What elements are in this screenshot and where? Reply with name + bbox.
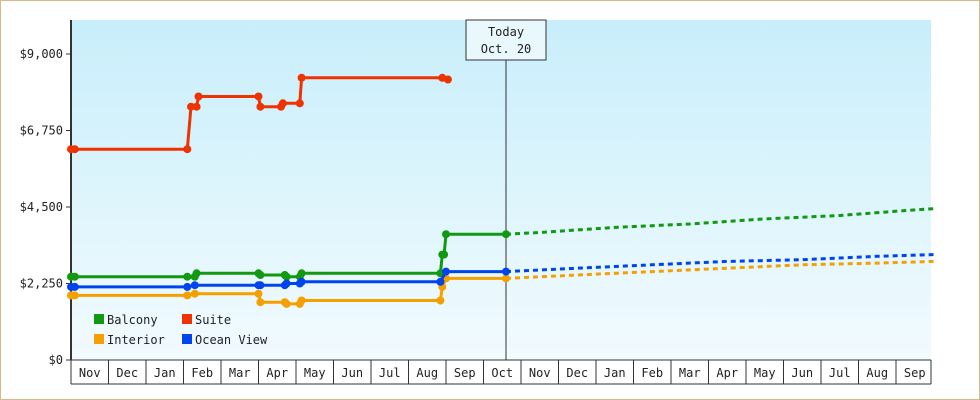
data-point: [256, 298, 265, 307]
data-point: [436, 296, 445, 305]
today-label-box: [465, 19, 547, 61]
series-forecast-line: [505, 253, 934, 274]
axes: [70, 20, 931, 385]
legend-swatch: [94, 334, 104, 344]
x-tick-label: Dec: [566, 366, 588, 380]
data-point: [254, 289, 263, 298]
data-point: [282, 299, 291, 308]
legend-label: Balcony: [107, 313, 158, 327]
x-tick-label: Mar: [229, 366, 251, 380]
data-point: [297, 296, 306, 305]
data-point: [295, 99, 304, 108]
x-tick-label: Nov: [79, 366, 101, 380]
x-tick-label: Nov: [529, 366, 551, 380]
x-tick-label: Jan: [604, 366, 626, 380]
legend-swatch: [182, 334, 192, 344]
data-point: [192, 269, 201, 278]
data-point: [502, 230, 510, 239]
data-point: [440, 250, 449, 259]
data-point: [183, 145, 192, 154]
x-tick-label: Jan: [154, 366, 176, 380]
data-point: [256, 271, 265, 279]
legend-label: Suite: [195, 313, 231, 327]
data-point: [70, 145, 79, 154]
x-tick-label: May: [304, 366, 326, 380]
data-point: [436, 277, 445, 286]
legend-swatch: [94, 314, 104, 324]
x-tick-label: Apr: [266, 366, 288, 380]
x-tick-label: Jul: [379, 366, 401, 380]
x-tick-label: Dec: [116, 366, 138, 380]
y-tick-label: $2,250: [20, 277, 63, 291]
x-tick-label: Jun: [791, 366, 813, 380]
y-tick-label: $9,000: [20, 47, 63, 61]
series-group: [67, 73, 934, 308]
legend-swatch: [182, 314, 192, 324]
data-point: [502, 267, 510, 276]
data-point: [192, 102, 201, 111]
data-point: [297, 73, 306, 82]
legend: Balcony Suite Interior Ocean View: [94, 313, 268, 347]
data-point: [70, 272, 79, 281]
x-tick-label: Sep: [904, 366, 926, 380]
data-point: [183, 272, 192, 281]
today-marker: Today Oct. 20: [465, 19, 547, 360]
x-tick-label: Aug: [866, 366, 888, 380]
data-point: [254, 92, 263, 101]
data-point: [282, 272, 291, 281]
data-point: [282, 279, 291, 288]
y-tick-label: $0: [49, 353, 63, 367]
x-tick-label: Aug: [416, 366, 438, 380]
data-point: [183, 291, 192, 300]
x-tick-label: Mar: [679, 366, 701, 380]
x-tick-label: Jul: [829, 366, 851, 380]
legend-label: Ocean View: [195, 333, 268, 347]
data-point: [256, 102, 265, 111]
data-point: [70, 282, 79, 291]
data-point: [442, 230, 450, 239]
data-point: [442, 267, 450, 276]
data-point: [256, 281, 265, 290]
data-point: [297, 277, 306, 286]
data-point: [190, 281, 199, 290]
legend-label: Interior: [107, 333, 165, 347]
x-tick-label: Feb: [641, 366, 663, 380]
x-tick-label: Sep: [454, 366, 476, 380]
x-tick-label: Feb: [191, 366, 213, 380]
today-label: Today: [488, 25, 524, 39]
data-point: [297, 269, 306, 278]
y-tick-label: $6,750: [20, 124, 63, 138]
data-point: [183, 282, 192, 291]
x-axis-ticks: Nov Dec Jan Feb Mar Apr May Jun Jul Aug Sep Oct Nov D…: [70, 360, 932, 384]
series-forecast-line: [505, 259, 934, 280]
data-point: [502, 274, 510, 283]
series-line: [71, 76, 449, 151]
data-point: [194, 92, 203, 101]
data-point: [70, 291, 79, 300]
series-forecast-line: [505, 207, 934, 236]
data-point: [443, 75, 452, 84]
x-tick-label: Jun: [341, 366, 363, 380]
y-tick-label: $4,500: [20, 200, 63, 214]
data-point: [278, 99, 287, 108]
x-tick-label: May: [754, 366, 776, 380]
x-tick-label: Apr: [716, 366, 738, 380]
plot-area: [71, 20, 931, 360]
x-tick-label: Oct: [491, 366, 513, 380]
data-point: [187, 102, 195, 111]
data-point: [190, 289, 199, 298]
today-date: Oct. 20: [481, 42, 532, 56]
y-axis-ticks: $0 $2,250 $4,500 $6,750 $9,000: [20, 47, 71, 367]
